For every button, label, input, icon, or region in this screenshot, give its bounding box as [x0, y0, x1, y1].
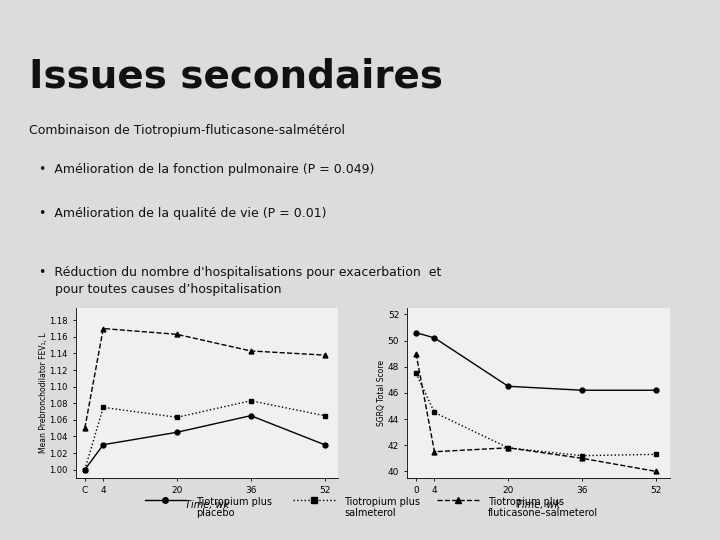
Y-axis label: SGRQ Total Score: SGRQ Total Score	[377, 360, 386, 426]
X-axis label: Time, wk: Time, wk	[185, 500, 229, 510]
Text: •  Amélioration de la fonction pulmonaire (P = 0.049): • Amélioration de la fonction pulmonaire…	[39, 163, 374, 176]
Text: •  Amélioration de la qualité de vie (P = 0.01): • Amélioration de la qualité de vie (P =…	[39, 207, 326, 220]
Y-axis label: Mean Prebronchodilator FEV₁, L: Mean Prebronchodilator FEV₁, L	[39, 333, 48, 453]
Text: Combinaison de Tiotropium-fluticasone-salmétérol: Combinaison de Tiotropium-fluticasone-sa…	[29, 124, 345, 137]
Text: Tiotropium plus
placebo: Tiotropium plus placebo	[196, 497, 271, 518]
X-axis label: Time, wk: Time, wk	[516, 500, 560, 510]
Text: Tiotropium plus
salmeterol: Tiotropium plus salmeterol	[344, 497, 420, 518]
Text: Tiotropium plus
fluticasone–salmeterol: Tiotropium plus fluticasone–salmeterol	[488, 497, 598, 518]
Text: Issues secondaires: Issues secondaires	[29, 58, 443, 96]
Text: •  Réduction du nombre d'hospitalisations pour exacerbation  et
    pour toutes : • Réduction du nombre d'hospitalisations…	[39, 266, 441, 296]
